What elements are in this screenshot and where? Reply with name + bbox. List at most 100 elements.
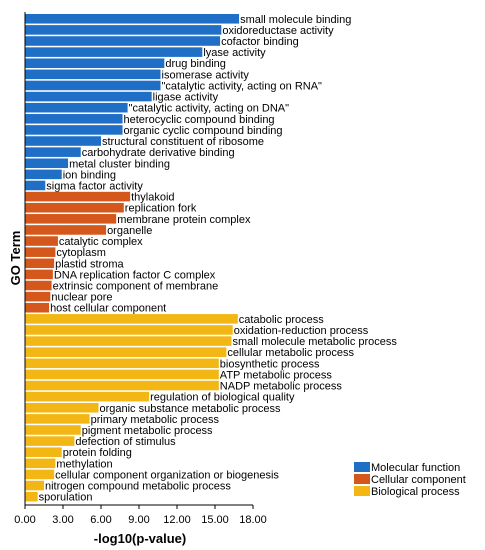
legend-swatch-0: [354, 462, 370, 472]
bar-0-1: [25, 25, 222, 35]
bar-label-1-10: host cellular component: [50, 303, 166, 315]
bar-0-14: [25, 169, 62, 180]
bar-2-10: [25, 425, 81, 435]
bar-label-2-9: primary metabolic process: [91, 414, 220, 426]
bar-0-2: [25, 36, 221, 46]
bar-2-16: [25, 491, 38, 502]
bar-label-1-6: plastid stroma: [55, 258, 124, 270]
legend-label-2: Biological process: [371, 486, 460, 498]
bar-0-5: [25, 69, 161, 80]
bar-label-2-6: NADP metabolic process: [220, 381, 343, 393]
x-axis: 0.00 3.00 6.00 9.00 12.00 15.00 18.00: [14, 12, 267, 526]
bar-label-2-15: nitrogen compound metabolic process: [45, 481, 231, 493]
legend-swatch-1: [354, 474, 370, 484]
bar-label-1-4: catalytic complex: [59, 236, 143, 248]
bar-label-1-9: nuclear pore: [51, 292, 112, 304]
bar-0-11: [25, 136, 101, 146]
bar-label-0-14: ion binding: [63, 169, 116, 181]
bar-label-1-7: DNA replication factor C complex: [54, 269, 216, 281]
bar-2-0: [25, 314, 238, 324]
bar-label-0-4: drug binding: [165, 58, 226, 70]
bar-0-12: [25, 147, 81, 157]
bar-0-8: [25, 102, 128, 113]
bar-2-1: [25, 325, 233, 335]
bar-label-0-10: organic cyclic compound binding: [124, 125, 283, 137]
x-tick-label-5: 15.00: [201, 514, 229, 526]
bar-2-5: [25, 369, 219, 380]
bar-label-2-11: defection of stimulus: [75, 436, 176, 448]
x-tick-label-4: 12.00: [163, 514, 191, 526]
x-axis-title: -log10(p-value): [94, 531, 186, 546]
bar-0-4: [25, 58, 165, 69]
bar-0-6: [25, 80, 161, 91]
bar-label-2-4: biosynthetic process: [220, 358, 320, 370]
bar-label-2-0: catabolic process: [239, 314, 324, 326]
legend-label-0: Molecular function: [371, 462, 460, 474]
x-tick-label-0: 0.00: [14, 514, 35, 526]
bar-label-2-14: cellular component organization or bioge…: [55, 469, 279, 481]
bar-1-6: [25, 258, 55, 269]
bar-label-1-2: membrane protein complex: [117, 214, 251, 226]
bar-0-10: [25, 125, 123, 135]
bar-2-7: [25, 391, 150, 402]
x-tick-label-2: 6.00: [90, 514, 111, 526]
bar-label-2-13: methylation: [56, 458, 112, 470]
bar-label-0-13: metal cluster binding: [69, 158, 170, 170]
bar-label-2-10: pigment metabolic process: [82, 425, 213, 437]
x-tick-label-1: 3.00: [52, 514, 73, 526]
bar-label-0-0: small molecule binding: [240, 14, 351, 26]
bar-0-15: [25, 180, 46, 191]
bar-1-5: [25, 247, 56, 257]
bar-label-0-8: "catalytic activity, acting on DNA": [129, 103, 290, 115]
bar-label-2-2: small molecule metabolic process: [232, 336, 397, 348]
bar-label-1-5: cytoplasm: [56, 247, 106, 259]
bar-label-1-3: organelle: [107, 225, 152, 237]
bar-1-4: [25, 236, 58, 246]
bar-1-1: [25, 202, 124, 213]
bar-label-0-2: cofactor binding: [221, 36, 299, 48]
y-axis-title: GO Term: [8, 231, 23, 286]
bar-label-2-3: cellular metabolic process: [227, 347, 354, 359]
legend-swatch-2: [354, 486, 370, 496]
bar-2-2: [25, 336, 232, 346]
bar-2-6: [25, 380, 219, 391]
bar-label-2-1: oxidation-reduction process: [234, 325, 369, 337]
bar-2-3: [25, 347, 227, 357]
bar-1-10: [25, 302, 50, 313]
bar-0-9: [25, 114, 123, 124]
bar-1-0: [25, 191, 131, 202]
bar-1-3: [25, 225, 107, 235]
bar-0-13: [25, 158, 69, 169]
bar-1-8: [25, 280, 52, 291]
bar-label-0-12: carbohydrate derivative binding: [82, 147, 235, 159]
bar-label-0-1: oxidoreductase activity: [222, 25, 334, 37]
bar-0-3: [25, 47, 203, 57]
bar-label-0-9: heterocyclic compound binding: [124, 114, 275, 126]
bar-label-2-16: sporulation: [39, 492, 93, 504]
bar-1-2: [25, 214, 117, 224]
bar-label-1-0: thylakoid: [131, 192, 174, 204]
bar-0-0: [25, 14, 240, 24]
bar-label-0-11: structural constituent of ribosome: [102, 136, 264, 148]
bar-label-2-5: ATP metabolic process: [220, 369, 333, 381]
bar-2-15: [25, 480, 44, 491]
bar-label-0-6: "catalytic activity, acting on RNA": [162, 80, 323, 92]
bar-label-1-1: replication fork: [125, 203, 197, 215]
bar-2-12: [25, 447, 62, 457]
bar-1-7: [25, 269, 53, 280]
legend-label-1: Cellular component: [371, 474, 466, 486]
bar-label-0-15: sigma factor activity: [46, 180, 143, 192]
bar-2-11: [25, 436, 75, 446]
bar-label-1-8: extrinsic component of membrane: [53, 281, 219, 293]
bar-label-0-3: lyase activity: [203, 47, 266, 59]
bar-label-0-5: isomerase activity: [162, 69, 250, 81]
x-tick-label-3: 9.00: [128, 514, 149, 526]
bar-2-8: [25, 402, 99, 413]
bar-2-14: [25, 469, 55, 480]
bar-label-0-7: ligase activity: [153, 92, 219, 104]
x-tick-label-6: 18.00: [239, 514, 267, 526]
bar-2-4: [25, 358, 219, 369]
